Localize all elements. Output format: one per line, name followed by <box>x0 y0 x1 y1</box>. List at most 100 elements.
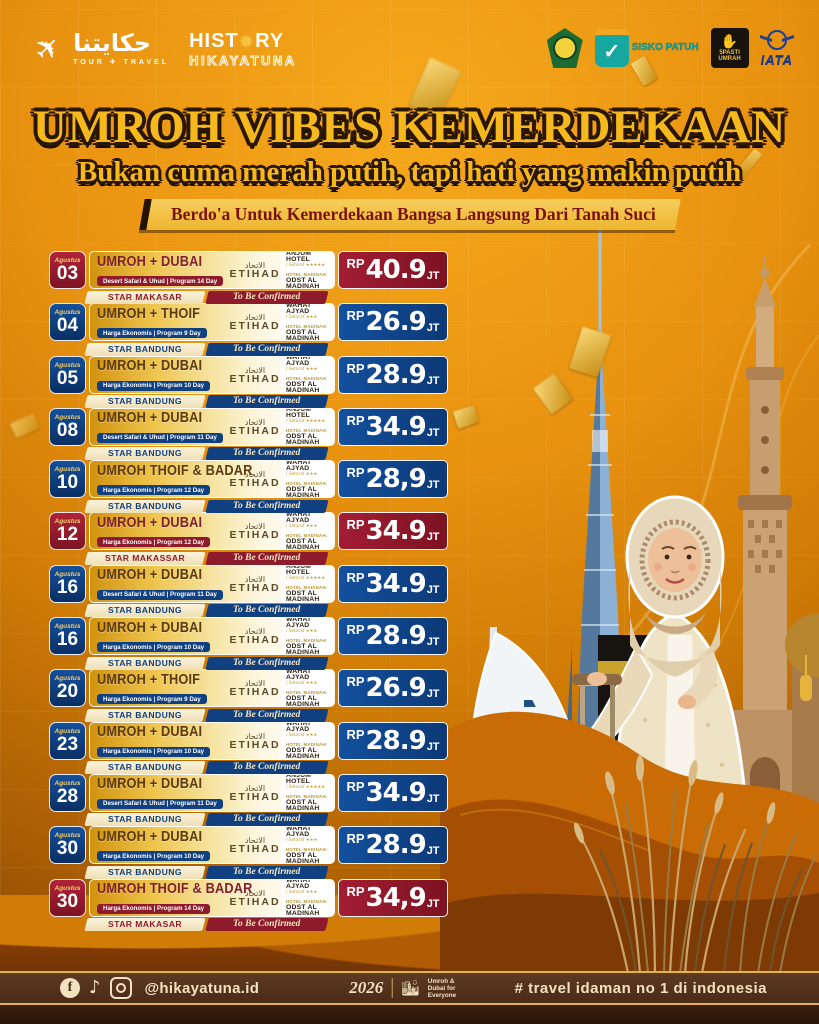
sisko-patuh-label: SISKO PATUH <box>631 42 699 53</box>
hotel-madinah-name: ODST AL MADINAH <box>286 433 320 446</box>
departure-city-tab: STAR BANDUNG <box>84 761 206 774</box>
price-tag: RP 28.9 JT <box>338 721 448 760</box>
status-tab: To Be Confirmed <box>205 761 329 774</box>
date-badge: Agustus 05 <box>49 355 86 394</box>
tagline-banner: Berdo'a Untuk Kemerdekaan Bangsa Langsun… <box>138 199 681 230</box>
status-tab: To Be Confirmed <box>205 708 329 722</box>
package-detail: Desert Safari & Uhud | Program 11 Day <box>97 432 223 443</box>
month-label: Agustus <box>54 518 81 526</box>
price-tag: RP 26.9 JT <box>338 669 448 708</box>
hotel-mekah-stars: / Setaraf ★★★ <box>286 367 318 373</box>
package-row: Agustus 10 UMROH THOIF & BADAR Harga Eko… <box>49 460 448 513</box>
etihad-arabic-text: الاتحاد <box>244 261 266 270</box>
price-amount: 28,9 <box>365 464 427 495</box>
package-row: Agustus 03 UMROH + DUBAI Desert Safari &… <box>49 251 448 303</box>
hotel-mekah-stars: / Setaraf ★★★ <box>286 837 318 843</box>
hotel-madinah-label: HOTEL MADINAH: <box>286 742 328 748</box>
hotel-madinah-label: HOTEL MADINAH: <box>286 480 328 486</box>
package-name: UMROH + DUBAI <box>97 409 203 427</box>
day-number: 04 <box>56 315 79 337</box>
etihad-name: ETIHAD <box>229 320 281 333</box>
package-row: Agustus 30 UMROH THOIF & BADAR Harga Eko… <box>49 878 448 931</box>
iata-logo-icon: IATA <box>761 29 793 67</box>
day-number: 30 <box>56 890 79 912</box>
month-label: Agustus <box>54 884 81 892</box>
winged-globe-icon <box>766 29 787 50</box>
kemenag-logo-icon <box>546 28 583 68</box>
etihad-arabic-text: الاتحاد <box>244 365 266 375</box>
hotel-mekah-name: WAHAT AJYAD <box>286 460 312 472</box>
package-row: Agustus 08 UMROH + DUBAI Desert Safari &… <box>49 407 448 460</box>
package-card: UMROH + DUBAI Harga Ekonomis | Program 1… <box>89 721 335 760</box>
package-detail: Harga Ekonomis | Program 12 Day <box>97 485 211 496</box>
package-card: UMROH + DUBAI Desert Safari & Uhud | Pro… <box>89 564 335 603</box>
price-unit: JT <box>426 845 440 858</box>
hotel-madinah-label: HOTEL MADINAH: <box>286 689 328 695</box>
package-card: UMROH + THOIF Harga Ekonomis | Program 9… <box>89 303 335 342</box>
bottom-dune-shadow <box>0 1003 819 1024</box>
package-row: Agustus 30 UMROH + DUBAI Harga Ekonomis … <box>49 826 448 879</box>
hotel-madinah-name: ODST AL MADINAH <box>286 694 320 708</box>
departure-city-tab: STAR BANDUNG <box>84 342 206 356</box>
package-detail: Harga Ekonomis | Program 14 Day <box>97 903 211 914</box>
package-row: Agustus 20 UMROH + THOIF Harga Ekonomis … <box>49 669 448 722</box>
etihad-arabic-text: الاتحاد <box>244 888 266 898</box>
package-name: UMROH + DUBAI <box>97 723 203 741</box>
price-amount: 34.9 <box>365 411 427 442</box>
hotel-madinah-label: HOTEL MADINAH: <box>286 271 328 277</box>
package-row: Agustus 12 UMROH + DUBAI Harga Ekonomis … <box>49 512 448 565</box>
etihad-airline-logo: الاتحاد ETIHAD <box>229 313 281 331</box>
status-tab: To Be Confirmed <box>205 342 329 356</box>
header: ✈ حكايتنا TOUR ✈ TRAVEL HIST ✹ RY HIKAYATU… <box>0 26 819 86</box>
package-row: Agustus 28 UMROH + DUBAI Desert Safari &… <box>49 773 448 826</box>
hotel-info: HOTEL MEKAH: WAHAT AJYAD / Setaraf ★★★ H… <box>281 879 334 917</box>
currency-prefix: RP <box>346 726 365 742</box>
social-handle: @hikayatuna.id <box>144 979 260 997</box>
hotel-madinah-label: HOTEL MADINAH: <box>286 846 328 852</box>
hotel-mekah-stars: / Setaraf ★★★ <box>286 628 318 634</box>
footer-caption: Umroh & Dubai for Everyone <box>427 977 457 999</box>
hotel-info: HOTEL MEKAH: WAHAT AJYAD / Setaraf ★★★ H… <box>281 722 334 759</box>
hotel-madinah-label: HOTEL MADINAH: <box>286 794 328 800</box>
hotel-madinah-label: HOTEL MADINAH: <box>286 532 328 538</box>
departure-city-tab: STAR MAKASSAR <box>84 551 206 565</box>
departure-city-tab: STAR BANDUNG <box>84 656 206 670</box>
hotel-mekah-stars: / Setaraf ★★★ <box>286 733 318 739</box>
hotel-madinah-name: ODST AL MADINAH <box>286 904 320 917</box>
month-label: Agustus <box>54 832 81 840</box>
brand-hikayatuna: ✈ حكايتنا TOUR ✈ TRAVEL HIST ✹ RY HIKAYATU… <box>28 28 297 69</box>
hotel-madinah-name: ODST AL MADINAH <box>286 851 320 865</box>
price-amount: 40.9 <box>365 255 427 285</box>
package-card: UMROH + DUBAI Harga Ekonomis | Program 1… <box>89 826 335 865</box>
currency-prefix: RP <box>346 778 365 794</box>
etihad-name: ETIHAD <box>229 529 281 542</box>
status-tab: To Be Confirmed <box>205 551 329 565</box>
date-badge: Agustus 30 <box>49 878 86 917</box>
package-name: UMROH + DUBAI <box>97 827 203 845</box>
price-unit: JT <box>426 583 440 596</box>
price-tag: RP 34.9 JT <box>338 407 448 446</box>
price-amount: 34,9 <box>365 882 427 913</box>
hotel-mekah-name: WAHAT AJYAD <box>286 669 312 681</box>
etihad-airline-logo: الاتحاد ETIHAD <box>229 366 281 384</box>
hotel-madinah-name: ODST AL MADINAH <box>286 328 320 342</box>
package-name: UMROH + DUBAI <box>97 566 203 584</box>
hotel-madinah-label: HOTEL MADINAH: <box>286 376 328 382</box>
etihad-name: ETIHAD <box>229 477 281 490</box>
price-tag: RP 28,9 JT <box>338 460 448 499</box>
currency-prefix: RP <box>346 569 365 585</box>
price-amount: 28.9 <box>365 725 427 756</box>
price-unit: JT <box>426 688 440 701</box>
status-tab: To Be Confirmed <box>205 604 329 617</box>
hotel-madinah-name: ODST AL MADINAH <box>286 799 320 812</box>
date-badge: Agustus 16 <box>49 564 86 603</box>
status-tab: To Be Confirmed <box>205 499 329 513</box>
hotel-info: HOTEL MEKAH: WAHAT AJYAD / Setaraf ★★★ H… <box>281 356 334 393</box>
hotel-mekah-name: ANJUM HOTEL <box>286 564 312 577</box>
hotel-info: HOTEL MEKAH: WAHAT AJYAD / Setaraf ★★★ H… <box>281 669 334 708</box>
check-icon: ✓ <box>594 29 629 67</box>
price-unit: JT <box>426 479 440 492</box>
etihad-arabic-text: الاتحاد <box>244 627 266 637</box>
hotel-madinah-name: ODST AL MADINAH <box>286 485 320 499</box>
